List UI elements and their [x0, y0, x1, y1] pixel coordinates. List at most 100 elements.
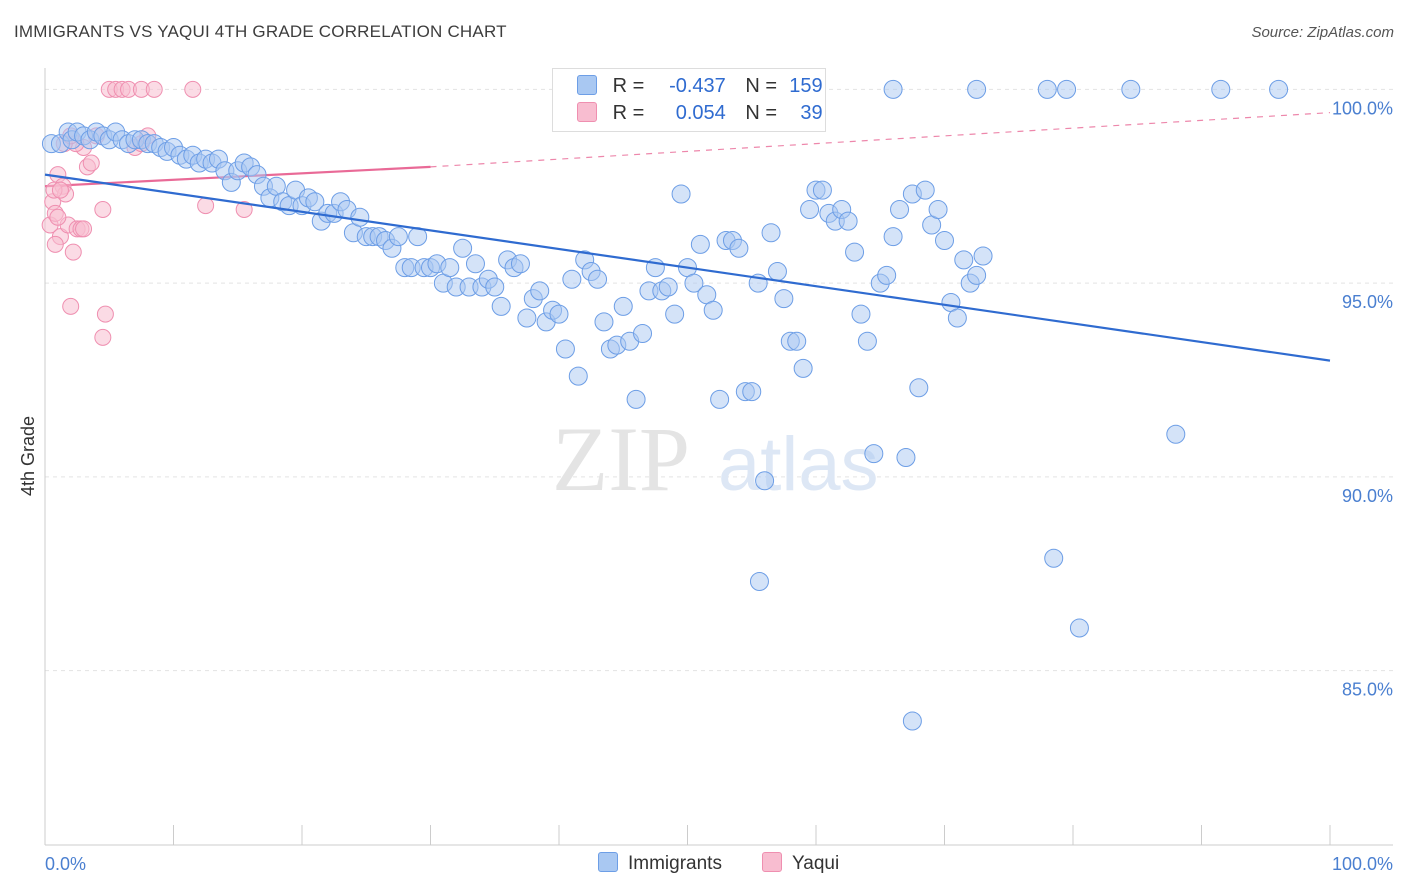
- x-tick-label-min: 0.0%: [45, 854, 86, 874]
- immigrants-point: [555, 339, 575, 359]
- yaqui-point: [197, 197, 215, 215]
- yaqui-point: [94, 328, 112, 346]
- immigrants-point: [902, 711, 922, 731]
- legend-row-immigrants: R = -0.437 N = 159: [577, 75, 823, 99]
- legend-r-label: R =: [612, 102, 645, 124]
- legend-n-value: 39: [800, 102, 823, 124]
- stats-legend: R = -0.437 N = 159 R = 0.054 N = 39: [552, 68, 826, 132]
- immigrants-points: [41, 79, 1331, 731]
- y-tick-label: 85.0%: [1342, 680, 1393, 700]
- immigrants-point: [800, 200, 820, 219]
- immigrants-point: [491, 296, 511, 316]
- immigrants-point: [485, 277, 505, 297]
- yaqui-points: [41, 80, 253, 346]
- immigrants-point: [1057, 79, 1077, 99]
- legend-row-yaqui: R = 0.054 N = 39: [577, 102, 823, 126]
- immigrants-point: [665, 304, 685, 324]
- immigrants-point: [767, 262, 787, 281]
- immigrants-point: [1069, 618, 1089, 638]
- immigrants-point: [947, 308, 967, 328]
- immigrants-point: [729, 238, 749, 258]
- immigrants-point: [896, 448, 916, 467]
- bottom-legend-immigrants: Immigrants: [598, 852, 722, 875]
- immigrants-point: [633, 324, 653, 343]
- yaqui-point: [64, 243, 82, 261]
- immigrants-point: [973, 246, 993, 266]
- y-tick-label: 95.0%: [1342, 292, 1393, 312]
- immigrants-point: [549, 304, 569, 324]
- legend-r-value: 0.054: [675, 102, 726, 124]
- immigrants-point: [742, 382, 762, 402]
- legend-r-value: -0.437: [669, 75, 726, 97]
- chart-source: Source: ZipAtlas.com: [1251, 24, 1394, 41]
- immigrants-point: [1166, 424, 1186, 444]
- immigrants-point: [838, 211, 858, 231]
- immigrants-point: [864, 444, 884, 464]
- yaqui-point: [49, 208, 67, 226]
- legend-r-label: R =: [612, 75, 645, 97]
- y-tick-label: 90.0%: [1342, 486, 1393, 506]
- immigrants-point: [1269, 79, 1289, 99]
- legend-n-label: N =: [745, 75, 778, 97]
- tick-labels: 100.0% 95.0% 90.0% 85.0% 0.0% 100.0%: [45, 98, 1393, 874]
- immigrants-point: [883, 227, 903, 247]
- immigrants-point: [562, 269, 582, 289]
- y-axis-title: 4th Grade: [18, 416, 38, 496]
- immigrants-point: [761, 223, 781, 243]
- immigrants-point: [568, 366, 588, 386]
- immigrants-point: [684, 273, 704, 293]
- immigrants-point: [928, 200, 948, 219]
- watermark-zip: ZIP: [552, 408, 690, 510]
- immigrants-point: [812, 180, 832, 200]
- immigrants-point: [710, 389, 730, 409]
- immigrants-point: [613, 296, 633, 316]
- immigrants-point: [388, 227, 408, 247]
- immigrants-point: [510, 254, 530, 274]
- bottom-legend-label-immigrants: Immigrants: [628, 853, 722, 874]
- immigrants-point: [749, 572, 769, 591]
- yaqui-point: [235, 201, 253, 218]
- immigrants-point: [909, 378, 929, 398]
- chart-title: IMMIGRANTS VS YAQUI 4TH GRADE CORRELATIO…: [14, 22, 507, 41]
- immigrants-point: [305, 192, 325, 212]
- axes: [44, 68, 1393, 846]
- immigrants-point: [915, 180, 935, 200]
- immigrants-point: [517, 308, 537, 328]
- immigrants-point: [690, 234, 710, 254]
- immigrants-point: [755, 471, 775, 491]
- immigrants-point: [453, 238, 473, 258]
- yaqui-point: [94, 201, 112, 218]
- immigrants-point: [877, 265, 897, 285]
- immigrants-point: [703, 300, 723, 320]
- immigrants-point: [787, 331, 807, 351]
- immigrants-point: [967, 79, 987, 99]
- yaqui-point: [75, 220, 93, 238]
- immigrants-point: [845, 242, 865, 262]
- bottom-legend-swatch-immigrants: [598, 852, 618, 872]
- immigrants-point: [883, 79, 903, 99]
- x-tick-label-max: 100.0%: [1332, 854, 1393, 874]
- immigrants-point: [465, 254, 485, 274]
- bottom-legend-yaqui: Yaqui: [762, 852, 839, 875]
- immigrants-point: [1211, 79, 1231, 99]
- immigrants-point: [658, 277, 678, 297]
- legend-n-value: 159: [789, 75, 823, 97]
- legend-n-label: N =: [745, 102, 778, 124]
- immigrants-point: [350, 207, 370, 227]
- immigrants-point: [594, 312, 614, 332]
- yaqui-point: [145, 80, 163, 98]
- bottom-legend-swatch-yaqui: [762, 852, 782, 872]
- y-tick-label: 100.0%: [1332, 98, 1393, 118]
- legend-swatch-immigrants: [577, 75, 597, 95]
- legend-swatch-yaqui: [577, 102, 597, 122]
- immigrants-point: [626, 389, 646, 409]
- yaqui-point: [184, 80, 202, 98]
- immigrants-point: [857, 331, 877, 351]
- immigrants-point: [1121, 79, 1141, 99]
- yaqui-point: [62, 297, 80, 315]
- immigrants-point: [851, 304, 871, 324]
- yaqui-point: [51, 181, 69, 199]
- immigrants-point: [440, 258, 460, 278]
- bottom-legend-label-yaqui: Yaqui: [792, 853, 840, 874]
